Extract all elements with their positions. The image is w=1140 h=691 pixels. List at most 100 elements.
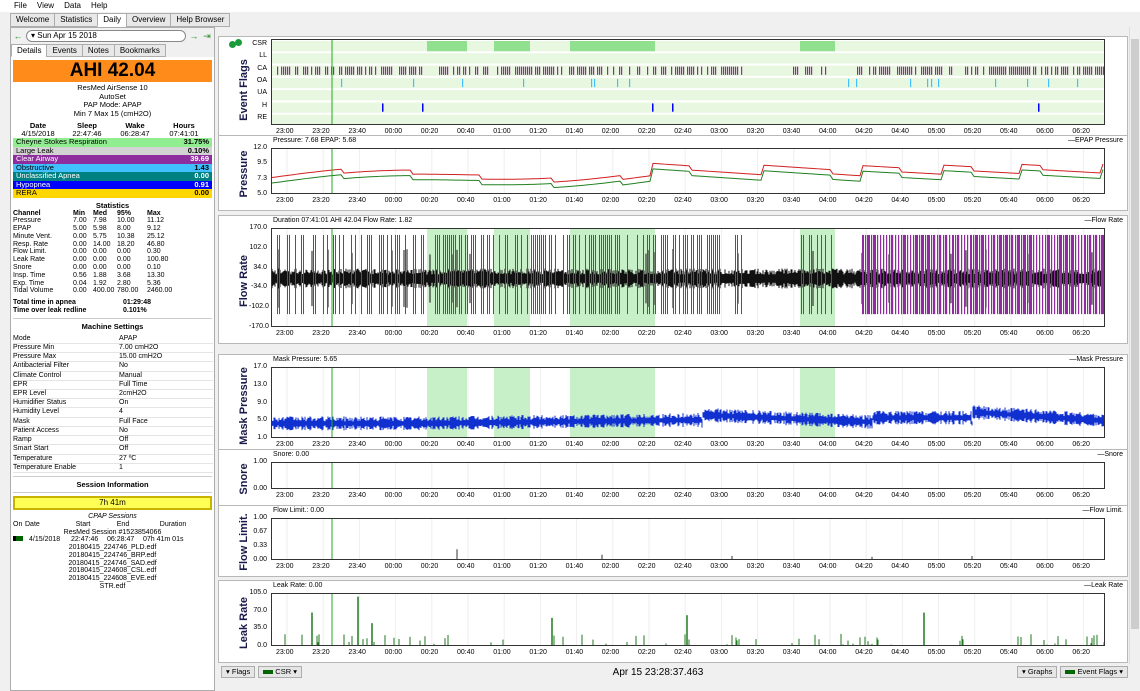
flow-plot[interactable] [271, 228, 1105, 327]
clear-airway-flag [463, 66, 465, 75]
x-tick-label: 23:40 [348, 128, 366, 135]
date-picker[interactable]: ▾ Sun Apr 15 2018 [26, 30, 186, 42]
flags-graph[interactable]: Event Flags CSR LL CA OA UA H RE 23:00 23:20 23:40… [218, 36, 1128, 142]
event-name: RERA [16, 188, 37, 197]
x-tick-label: 03:40 [782, 441, 801, 448]
clear-airway-flag [731, 66, 733, 75]
flags-plot[interactable] [271, 39, 1105, 125]
next-day-arrow-icon[interactable]: → [189, 31, 199, 41]
pressure-plot[interactable] [271, 148, 1105, 194]
clear-airway-flag [405, 234, 406, 315]
leak-plot[interactable] [271, 593, 1105, 646]
clear-airway-flag [423, 234, 424, 315]
clear-airway-flag [721, 66, 723, 75]
clear-airway-flag [521, 234, 522, 315]
clear-airway-flag [873, 66, 875, 75]
x-tick-label: 01:40 [565, 330, 584, 337]
clear-airway-flag [933, 234, 934, 315]
x-tick-label: 05:20 [963, 330, 982, 337]
stats-cell: Insp. Time [13, 271, 46, 279]
clear-airway-flag [1048, 234, 1050, 315]
flag-row-bg [272, 77, 1104, 89]
snore-graph[interactable]: Snore Snore: 0.00 —Snore 1.00 0.00 23:00 23:20… [218, 449, 1128, 506]
x-tick-label: 01:20 [529, 563, 547, 570]
x-tick-label: 23:40 [348, 197, 366, 204]
menu-view[interactable]: View [36, 1, 55, 10]
clear-airway-flag [925, 234, 927, 315]
clear-airway-flag [880, 234, 882, 315]
clear-airway-flag [1042, 234, 1044, 315]
tab-welcome[interactable]: Welcome [10, 13, 56, 27]
flag-row-bg [272, 65, 1104, 76]
x-tick-label: 23:00 [276, 197, 294, 204]
mask-graph[interactable]: Mask Pressure Mask Pressure: 5.65 —Mask Pr… [218, 354, 1128, 455]
flowlimit-graph[interactable]: Flow Limit. Flow Limit.: 0.00 —Flow Limit.… [218, 505, 1128, 577]
event-flags-swatch [1065, 670, 1076, 675]
tab-statistics[interactable]: Statistics [54, 13, 99, 27]
clear-airway-flag [953, 234, 954, 315]
x-tick-label: 02:00 [601, 330, 620, 337]
clear-airway-flag [991, 66, 993, 75]
obstructive-flag [848, 78, 850, 88]
tab-bookmarks[interactable]: Bookmarks [113, 44, 166, 57]
clear-airway-flag [305, 66, 307, 75]
divider [13, 317, 212, 319]
menu-file[interactable]: File [14, 1, 27, 10]
x-tick-label: 02:00 [601, 197, 620, 204]
x-tick-label: 03:40 [782, 649, 801, 656]
date-value: Sun Apr 15 2018 [37, 31, 97, 40]
x-tick-label: 01:00 [493, 441, 511, 448]
graphs-button[interactable]: ▾ Graphs [1016, 666, 1058, 678]
graph-title-text: Flow Rate [238, 254, 250, 307]
tab-overview[interactable]: Overview [126, 13, 172, 27]
clear-airway-flag [1101, 66, 1103, 75]
clear-airway-flag [437, 234, 438, 315]
event-flags-dropdown[interactable]: Event Flags ▾ [1060, 666, 1128, 678]
clear-airway-flag [1063, 234, 1065, 315]
clear-airway-flag [619, 66, 621, 75]
y-tick-label: 9.0 [257, 398, 267, 406]
last-day-arrow-icon[interactable]: ⇥ [203, 30, 211, 41]
clear-airway-flag [647, 234, 648, 315]
flowlimit-readout: Flow Limit.: 0.00 [273, 507, 324, 514]
session-row[interactable]: 4/15/2018 22:47:46 06:28:47 07h 41m 01s [11, 536, 214, 544]
stats-cell: 2460.00 [147, 287, 173, 295]
clear-airway-flag [904, 234, 906, 315]
clear-airway-flag [577, 66, 579, 75]
clear-airway-flag [469, 66, 471, 75]
pressure-graph[interactable]: Pressure Pressure: 7.68 EPAP: 5.68 —EPAP P… [218, 135, 1128, 211]
mask-plot[interactable] [271, 367, 1105, 438]
menu-data[interactable]: Data [64, 1, 81, 10]
pin-icon[interactable] [229, 39, 243, 49]
flowlimit-plot[interactable] [271, 518, 1105, 560]
csr-dropdown[interactable]: CSR ▾ [258, 666, 302, 678]
flags-button[interactable]: ▾ Flags [221, 666, 256, 678]
scrollbar-thumb[interactable] [1131, 39, 1139, 629]
tab-daily[interactable]: Daily [97, 13, 127, 27]
snore-plot[interactable] [271, 462, 1105, 489]
clear-airway-flag [439, 234, 440, 315]
session-toggle[interactable] [13, 536, 29, 544]
clear-airway-flag [939, 66, 941, 75]
summary-hours: 07:41:01 [169, 129, 199, 138]
prev-day-arrow-icon[interactable]: ← [13, 31, 23, 41]
clear-airway-flag [925, 66, 927, 75]
session-duration-bar[interactable]: 7h 41m [13, 495, 212, 510]
leak-graph[interactable]: Leak Rate Leak Rate: 0.00 —Leak Rate 105.0 7… [218, 580, 1128, 663]
menu-help[interactable]: Help [91, 1, 108, 10]
clear-airway-flag [817, 234, 818, 315]
tab-notes[interactable]: Notes [81, 44, 115, 57]
tab-events[interactable]: Events [46, 44, 83, 57]
clear-airway-flag [601, 66, 603, 75]
event-row: Cheyne Stokes Respiration 31.75% [13, 137, 212, 147]
flow-graph[interactable]: Flow Rate Duration 07:41:01 AHI 42.04 Flo… [218, 215, 1128, 344]
event-name: Large Leak [16, 145, 54, 155]
clear-airway-flag [901, 66, 903, 75]
tab-details[interactable]: Details [11, 44, 48, 57]
x-tick-label: 23:20 [312, 197, 330, 204]
tab-help-browser[interactable]: Help Browser [170, 13, 231, 27]
clear-airway-flag [1065, 66, 1067, 75]
legend-text: Mask Pressure [1076, 356, 1123, 363]
graph-scrollbar[interactable] [1129, 27, 1139, 664]
clear-airway-flag [1057, 234, 1059, 315]
